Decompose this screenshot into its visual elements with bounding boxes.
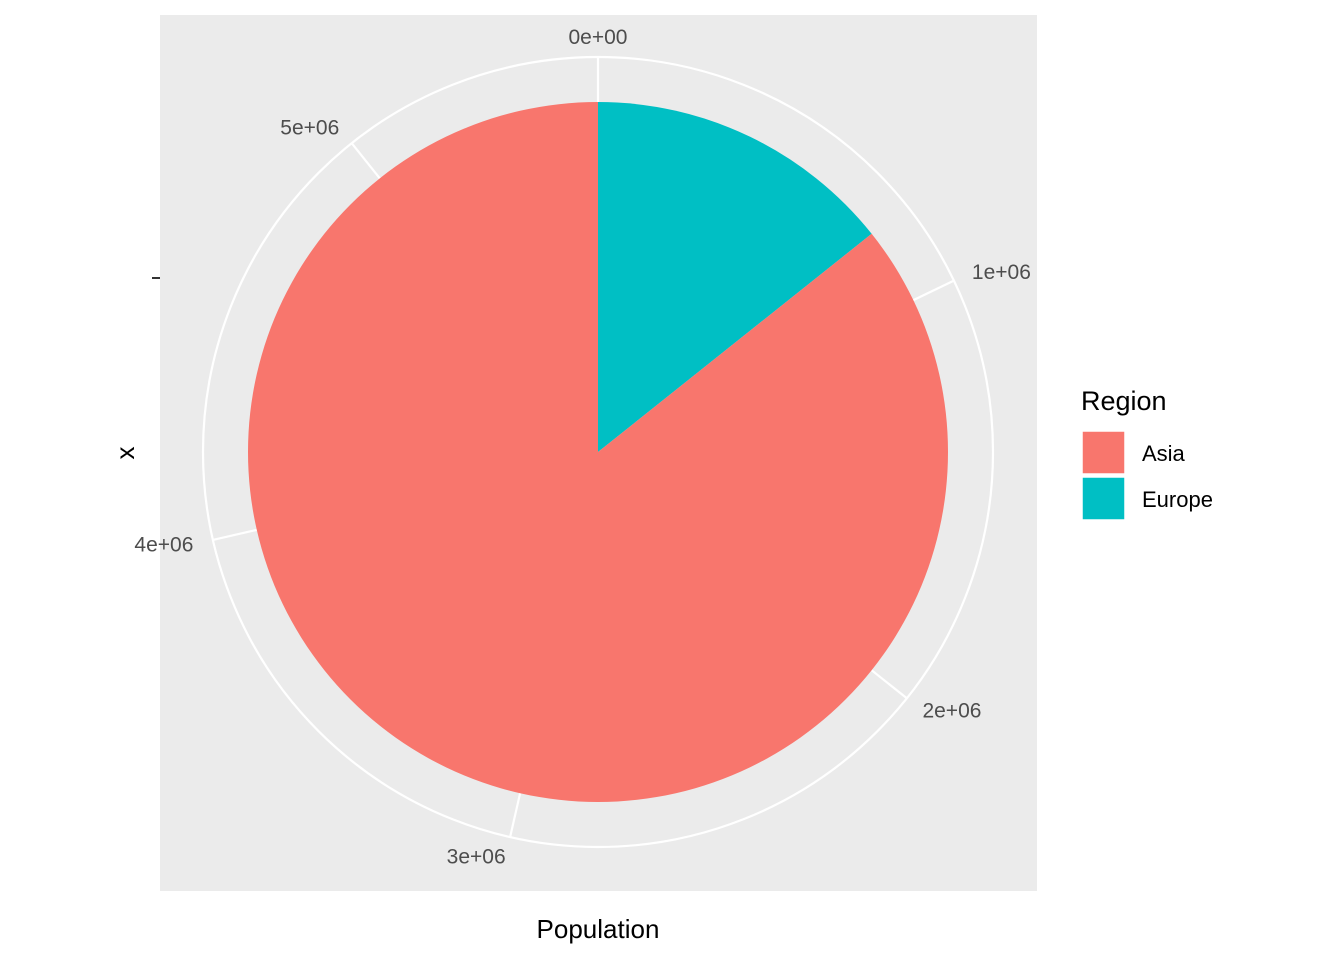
y-axis-title: x: [110, 447, 140, 460]
angle-tick-label: 3e+06: [447, 846, 506, 869]
slice-asia: [247, 102, 948, 803]
legend-title: Region: [1081, 386, 1167, 416]
angle-tick-labels: 0e+00 1e+06 2e+06 3e+06 4e+06 5e+06: [134, 26, 1030, 869]
angle-tick-label: 0e+00: [569, 26, 628, 49]
legend: Region Asia Europe: [1081, 386, 1213, 521]
legend-label-asia: Asia: [1142, 441, 1186, 466]
legend-key-asia: [1081, 430, 1126, 475]
legend-key-europe: [1081, 476, 1126, 521]
legend-entries: Asia Europe: [1081, 430, 1213, 521]
angle-tick-label: 5e+06: [280, 117, 339, 140]
x-axis-title: Population: [537, 914, 660, 944]
legend-label-europe: Europe: [1142, 487, 1213, 512]
angle-tick-label: 1e+06: [972, 261, 1031, 284]
angle-tick-label: 4e+06: [134, 533, 193, 556]
angle-tick-label: 2e+06: [922, 700, 981, 723]
slice-europe: [598, 102, 872, 452]
slices: [247, 102, 948, 803]
